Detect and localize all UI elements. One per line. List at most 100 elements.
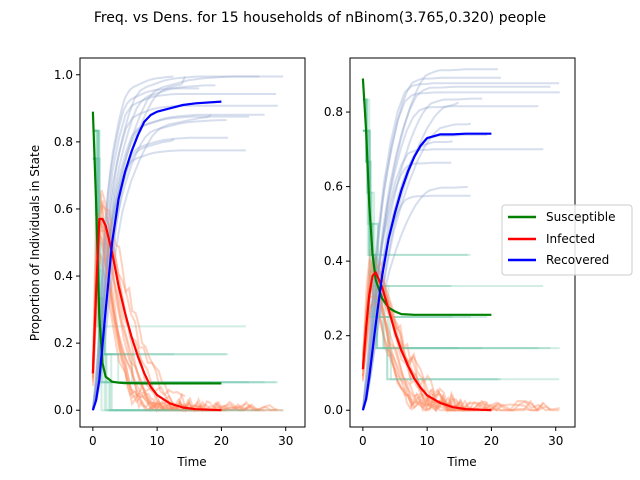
right-recovered-household-trace	[361, 122, 472, 411]
left-susceptible-household-trace	[92, 157, 284, 412]
left-susceptible-household-trace	[92, 129, 265, 384]
right-recovered-household-trace	[361, 148, 544, 411]
right-recovered-mean-line	[361, 132, 492, 411]
right-y-tick-label: 0.2	[324, 329, 343, 343]
left-x-tick-label: 20	[214, 434, 229, 448]
right-x-tick-label: 30	[548, 434, 563, 448]
left-recovered-household-trace	[91, 75, 260, 411]
right-recovered-household-trace	[361, 186, 468, 411]
left-axes-frame	[79, 57, 306, 428]
left-recovered-household-trace	[91, 93, 277, 411]
right-susceptible-household-trace	[362, 129, 501, 381]
right-recovered-household-trace	[361, 97, 483, 411]
right-susceptible-household-trace	[362, 129, 498, 381]
legend-label-recovered: Recovered	[546, 253, 609, 267]
right-recovered-household-trace	[361, 91, 560, 411]
right-x-tick-label: 20	[484, 434, 499, 448]
left-y-tick-label: 0.6	[54, 202, 73, 216]
left-x-tick-label: 10	[150, 434, 165, 448]
left-x-tick-label: 30	[278, 434, 293, 448]
left-recovered-household-trace	[91, 104, 278, 411]
left-y-ticks: 0.0 0.2 0.4 0.6 0.8 1.0	[54, 68, 80, 417]
left-y-tick-label: 1.0	[54, 68, 73, 82]
left-susceptible-household-trace	[92, 129, 175, 356]
left-y-axis-label: Proportion of Individuals in State	[28, 145, 42, 341]
left-mean-lines	[91, 100, 222, 412]
left-recovered-household-trace	[91, 136, 229, 411]
right-x-ticks: 0 10 20 30	[359, 427, 563, 448]
left-infected-household-trace	[91, 252, 277, 412]
left-recovered-household-trace	[91, 76, 186, 411]
legend-box	[501, 204, 633, 276]
left-susceptible-household-trace	[92, 129, 229, 356]
right-susceptible-household-trace	[362, 129, 551, 350]
right-susceptible-household-trace	[362, 98, 488, 318]
right-panel: 0 10 20 30 0.0 0.2 0.4 0.6 0.8 Time	[324, 57, 576, 469]
left-recovered-household-trace	[91, 119, 227, 411]
right-susceptible-household-trace	[362, 129, 560, 350]
right-recovered-household-trace	[361, 76, 501, 411]
right-infected-household-trace	[361, 260, 483, 412]
right-infected-household-trace	[361, 267, 545, 412]
legend-label-susceptible: Susceptible	[546, 210, 615, 224]
left-y-tick-label: 0.4	[54, 269, 73, 283]
right-recovered-household-trace	[361, 68, 498, 411]
left-infected-household-trace	[91, 232, 278, 412]
left-infected-household-trace	[91, 247, 250, 412]
left-x-tick-label: 0	[89, 434, 97, 448]
right-infected-household-trace	[361, 273, 499, 412]
left-infected-household-trace	[91, 212, 174, 412]
left-susceptible-household-trace	[92, 157, 216, 412]
left-infected-mean-line	[91, 217, 222, 412]
right-recovered-household-trace	[361, 194, 471, 411]
right-susceptible-household-trace	[362, 98, 468, 256]
left-y-tick-label: 0.8	[54, 135, 73, 149]
right-susceptible-household-trace	[362, 98, 471, 256]
left-recovered-household-trace	[91, 87, 200, 411]
right-susceptible-household-trace	[362, 98, 471, 318]
left-susceptible-household-trace	[92, 129, 227, 356]
legend-label-infected: Infected	[546, 232, 595, 246]
right-recovered-household-trace	[361, 105, 539, 411]
right-recovered-household-trace	[361, 85, 551, 411]
left-infected-household-trace	[91, 204, 186, 407]
left-susceptible-household-trace	[92, 157, 174, 412]
right-susceptible-household-trace	[362, 129, 560, 381]
left-recovered-household-trace	[91, 115, 250, 411]
right-y-tick-label: 0.6	[324, 180, 343, 194]
legend: Susceptible Infected Recovered	[501, 204, 633, 276]
right-y-ticks: 0.0 0.2 0.4 0.6 0.8	[324, 105, 350, 417]
left-susceptible-household-trace	[92, 157, 260, 412]
left-recovered-household-trace	[91, 75, 284, 411]
left-infected-household-trace	[91, 214, 247, 412]
left-infected-household-trace	[91, 213, 265, 412]
left-x-ticks: 0 10 20 30	[89, 427, 293, 448]
left-recovered-household-trace	[91, 113, 265, 411]
left-susceptible-household-trace	[92, 129, 246, 328]
right-susceptible-household-trace	[362, 129, 539, 350]
left-susceptible-mean-line	[91, 111, 222, 385]
left-x-axis-label: Time	[176, 455, 206, 469]
left-recovered-household-trace	[91, 84, 216, 411]
figure-title: Freq. vs Dens. for 15 households of nBin…	[94, 10, 546, 26]
left-recovered-household-trace	[91, 149, 246, 411]
left-infected-household-trace	[91, 200, 227, 413]
left-panel: 0 10 20 30 0.0 0.2 0.4 0.6 0.8 1.0 Time Proporti…	[28, 57, 306, 469]
left-infected-household-trace	[91, 202, 175, 414]
left-recovered-household-trace	[91, 114, 212, 411]
right-infected-mean-line	[361, 271, 492, 412]
right-mean-lines	[361, 78, 492, 412]
left-recovered-household-trace	[91, 75, 174, 411]
right-x-tick-label: 0	[359, 434, 367, 448]
right-x-axis-label: Time	[446, 455, 476, 469]
right-recovered-household-trace	[361, 82, 560, 411]
right-infected-household-trace	[361, 292, 540, 412]
left-y-tick-label: 0.0	[54, 403, 73, 417]
left-y-tick-label: 0.2	[54, 336, 73, 350]
right-infected-household-trace	[361, 258, 560, 412]
right-y-tick-label: 0.0	[324, 403, 343, 417]
right-infected-household-trace	[361, 281, 560, 412]
left-recovered-household-trace	[91, 138, 175, 411]
left-infected-household-trace	[91, 183, 200, 412]
